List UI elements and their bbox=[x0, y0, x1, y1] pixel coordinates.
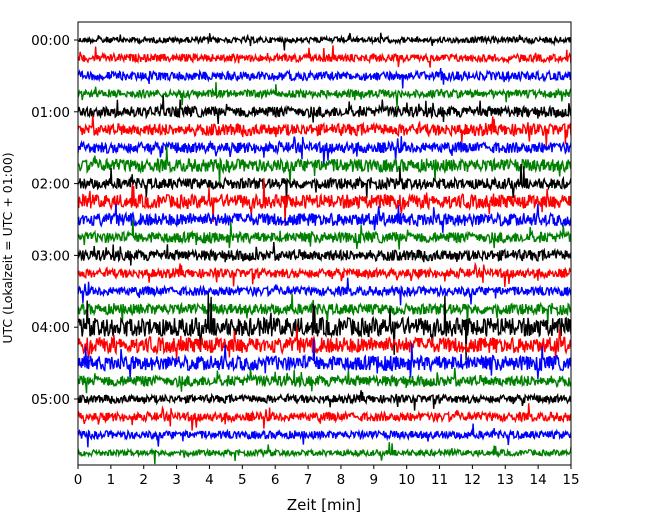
trace-row bbox=[78, 367, 571, 394]
trace-row bbox=[78, 163, 571, 205]
x-tick-label: 3 bbox=[172, 472, 181, 488]
x-tick-label: 5 bbox=[238, 472, 247, 488]
trace-row bbox=[78, 136, 571, 165]
trace-row bbox=[78, 242, 571, 266]
x-axis-label: Zeit [min] bbox=[287, 496, 361, 514]
y-tick-label: 04:00 bbox=[31, 320, 70, 336]
trace-row bbox=[78, 293, 571, 330]
trace-row bbox=[78, 261, 571, 288]
y-tick-label: 05:00 bbox=[31, 392, 70, 408]
x-tick-label: 7 bbox=[304, 472, 313, 488]
x-tick-label: 12 bbox=[464, 472, 481, 488]
y-axis-label: UTC (Lokalzeit = UTC + 01:00) bbox=[0, 152, 15, 343]
x-tick-label: 10 bbox=[398, 472, 415, 488]
trace-row bbox=[78, 115, 571, 148]
trace-row bbox=[78, 442, 571, 465]
plot-frame bbox=[77, 21, 572, 466]
trace-row bbox=[78, 293, 571, 361]
y-tick-label: 00:00 bbox=[31, 33, 70, 49]
x-tick-label: 0 bbox=[74, 472, 83, 488]
x-tick-label: 2 bbox=[139, 472, 148, 488]
trace-row bbox=[78, 32, 571, 51]
trace-row bbox=[78, 277, 571, 306]
trace-row bbox=[78, 95, 571, 125]
x-tick-label: 4 bbox=[205, 472, 214, 488]
trace-row bbox=[78, 403, 571, 431]
y-tick-label: 03:00 bbox=[31, 248, 70, 264]
trace-row bbox=[78, 338, 571, 379]
x-tick-label: 9 bbox=[370, 472, 379, 488]
trace-row bbox=[78, 178, 571, 226]
y-tick-label: 01:00 bbox=[31, 105, 70, 121]
y-tick-label: 02:00 bbox=[31, 177, 70, 193]
trace-row bbox=[78, 423, 571, 448]
trace-row bbox=[78, 326, 571, 360]
x-tick-label: 15 bbox=[562, 472, 579, 488]
trace-row bbox=[78, 219, 571, 250]
x-tick-label: 8 bbox=[337, 472, 346, 488]
x-axis-ticks: 0 1 2 3 4 5 6 7 8 9 10 11 12 13 14 15 bbox=[74, 465, 580, 488]
x-tick-label: 14 bbox=[530, 472, 547, 488]
trace-row bbox=[78, 45, 571, 68]
trace-row bbox=[78, 390, 571, 411]
y-axis-ticks: 00:00 01:00 02:00 03:00 04:00 05:00 bbox=[31, 33, 78, 408]
trace-rows bbox=[78, 32, 571, 465]
trace-row bbox=[78, 82, 571, 108]
trace-row bbox=[78, 145, 571, 186]
x-tick-label: 13 bbox=[497, 472, 514, 488]
trace-row bbox=[78, 203, 571, 233]
trace-row bbox=[78, 68, 571, 89]
x-tick-label: 6 bbox=[271, 472, 280, 488]
x-tick-label: 1 bbox=[107, 472, 116, 488]
x-tick-label: 11 bbox=[431, 472, 448, 488]
